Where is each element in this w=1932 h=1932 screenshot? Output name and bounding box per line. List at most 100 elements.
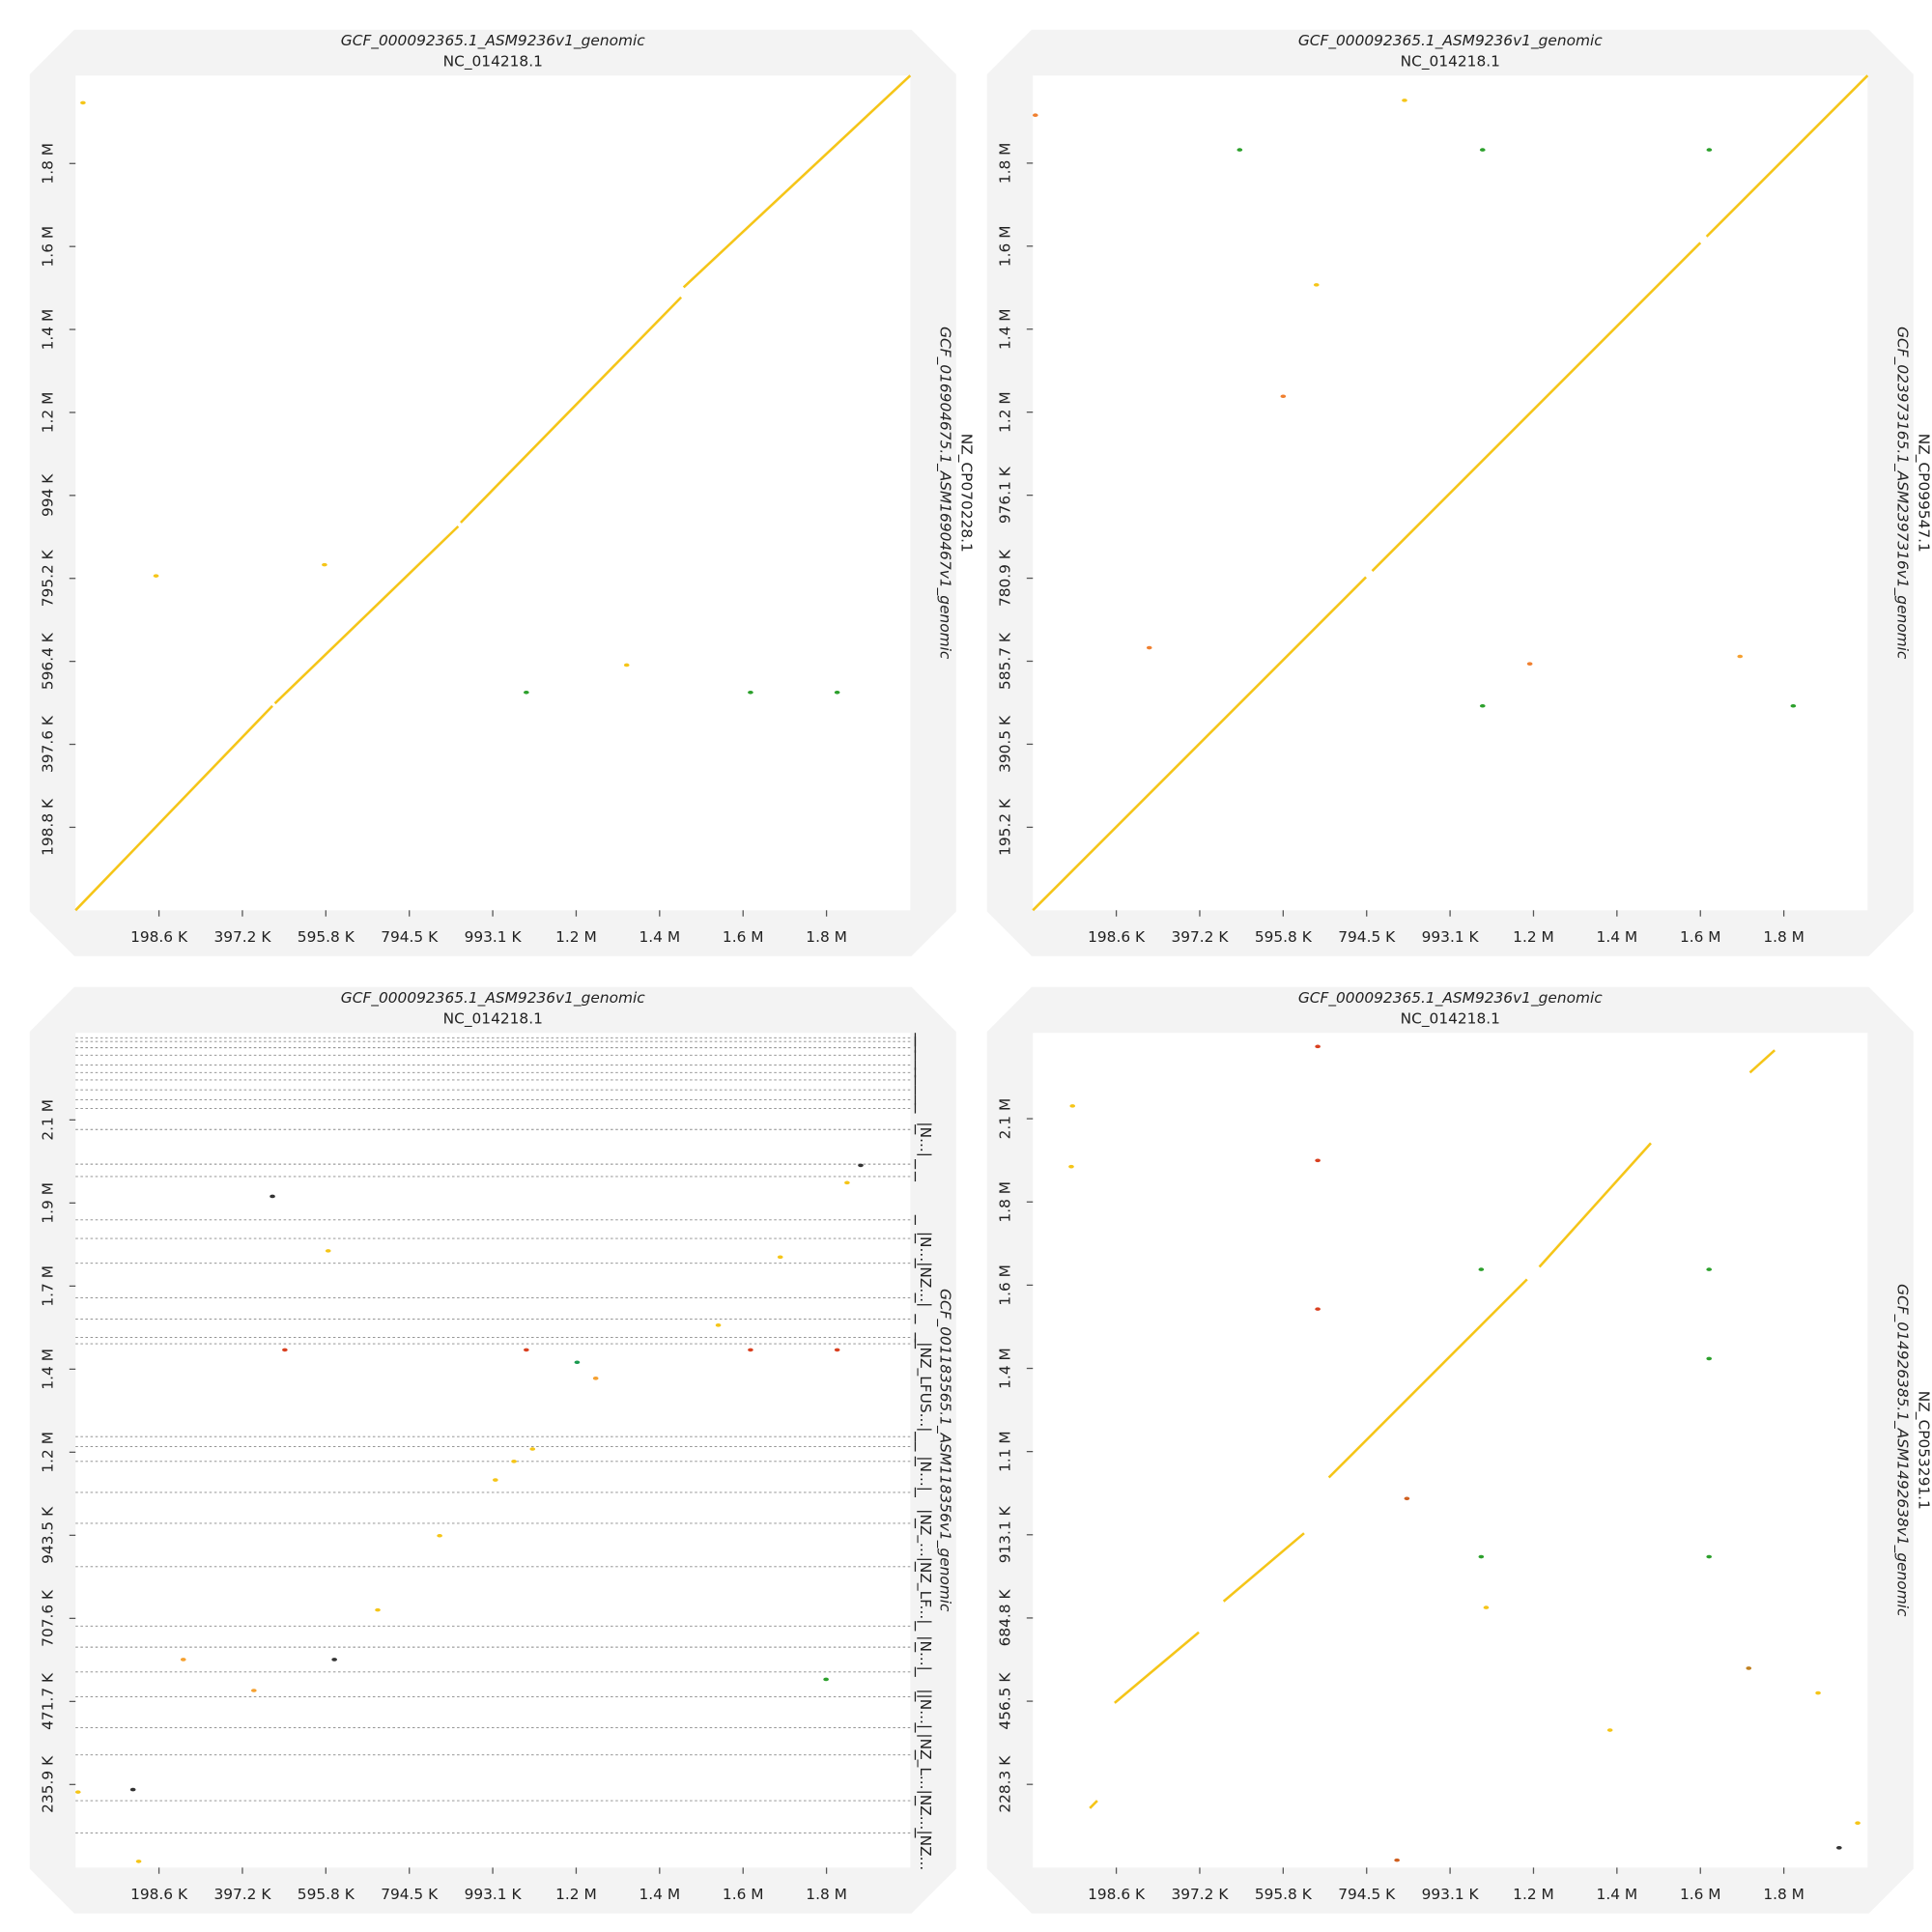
x-tick-label: 397.2 K <box>213 1886 271 1903</box>
x-subtitle: NC_014218.1 <box>443 53 543 71</box>
alignment-dot <box>1236 148 1243 152</box>
y-tick-label: 1.6 M <box>40 226 57 268</box>
y-tick-label: 684.8 K <box>997 1589 1014 1647</box>
y-tick-label: 1.8 M <box>997 143 1014 185</box>
alignment-dot <box>74 1790 81 1794</box>
y-tick-label: 2.1 M <box>997 1098 1014 1140</box>
y-tick-label: 1.4 M <box>40 1349 57 1390</box>
x-tick-label: 198.6 K <box>130 1886 188 1903</box>
alignment-dot <box>1315 1044 1321 1049</box>
x-tick-label: 1.2 M <box>555 1886 597 1903</box>
alignment-dot <box>1032 113 1038 118</box>
x-tick-label: 1.8 M <box>806 1886 847 1903</box>
x-tick-label: 993.1 K <box>1422 1886 1480 1903</box>
x-tick-label: 595.8 K <box>298 1886 355 1903</box>
plot-area <box>75 75 911 911</box>
alignment-segment <box>1748 1049 1776 1074</box>
y-tick-label: 1.2 M <box>997 391 1014 433</box>
y-tick-label: 198.8 K <box>40 798 57 856</box>
y-tick-label: 1.7 M <box>40 1265 57 1307</box>
alignment-dot <box>748 690 753 695</box>
x-subtitle: NC_014218.1 <box>1401 1010 1500 1029</box>
alignment-dot <box>1478 1267 1485 1271</box>
alignment-segment <box>273 525 460 705</box>
alignment-dot <box>282 1348 288 1352</box>
alignment-segment <box>1538 1142 1652 1268</box>
alignment-dot <box>135 1860 142 1863</box>
x-subtitle: NC_014218.1 <box>443 1010 543 1029</box>
x-tick-label: 397.2 K <box>213 928 271 946</box>
alignment-dot <box>1069 1104 1076 1108</box>
y-tick-label: 1.4 M <box>40 309 57 351</box>
alignment-dot <box>1479 148 1486 152</box>
y-subtitle: NZ_CP099547.1 <box>1915 434 1932 553</box>
alignment-dot <box>715 1323 722 1327</box>
y-tick-label: 1.1 M <box>997 1431 1014 1472</box>
y-tick-label: 195.2 K <box>997 798 1014 856</box>
x-tick-label: 1.6 M <box>723 928 764 946</box>
y-tick-label: 1.6 M <box>997 1264 1014 1306</box>
x-tick-label: 993.1 K <box>465 928 523 946</box>
x-subtitle: NC_014218.1 <box>1401 53 1500 71</box>
alignment-dot <box>511 1460 517 1463</box>
alignment-dot <box>1483 1605 1490 1609</box>
y-title: GCF_014926385.1_ASM1492638v1_genomic <box>1893 1284 1912 1617</box>
alignment-dot <box>1790 703 1797 708</box>
alignment-dot <box>1478 1554 1485 1559</box>
alignment-dot <box>325 1249 331 1253</box>
y-tick-label: 596.4 K <box>40 632 57 690</box>
x-tick-label: 1.8 M <box>1763 1886 1804 1903</box>
alignment-dot <box>1746 1666 1752 1670</box>
alignment-dot <box>1394 1858 1400 1862</box>
x-tick-label: 1.4 M <box>1597 1886 1638 1903</box>
alignment-dot <box>574 1360 581 1365</box>
alignment-dot <box>1706 1267 1713 1271</box>
alignment-dot <box>834 690 840 695</box>
alignment-segment <box>74 704 273 912</box>
y-tick-label: 1.4 M <box>997 1348 1014 1389</box>
x-title: GCF_000092365.1_ASM9236v1_genomic <box>341 32 645 50</box>
x-tick-label: 595.8 K <box>1255 1886 1313 1903</box>
alignment-dot <box>437 1533 442 1538</box>
alignment-dot <box>1315 1158 1321 1163</box>
alignment-dot <box>322 562 327 567</box>
alignment-segment <box>682 74 912 289</box>
alignment-dot <box>777 1255 783 1260</box>
alignment-dot <box>493 1478 498 1482</box>
x-tick-label: 794.5 K <box>381 928 439 946</box>
x-tick-label: 1.4 M <box>639 1886 681 1903</box>
x-tick-label: 1.4 M <box>639 928 681 946</box>
alignment-dot <box>844 1180 850 1185</box>
alignment-dot <box>180 1658 186 1662</box>
alignment-dot <box>375 1607 381 1612</box>
alignment-segment <box>1032 576 1367 912</box>
x-tick-label: 1.2 M <box>555 928 597 946</box>
contig-label: |NZ_...|NZ_LF...| <box>916 1509 934 1624</box>
y-tick-label: 1.4 M <box>997 308 1014 350</box>
panel: GCF_000092365.1_ASM9236v1_genomic NC_0142… <box>986 986 1932 1914</box>
y-tick-label: 228.3 K <box>997 1755 1014 1813</box>
plot-area <box>1033 1033 1868 1868</box>
x-tick-label: 1.6 M <box>1680 1886 1721 1903</box>
plot-area <box>75 1033 911 1868</box>
alignment-dot <box>623 663 630 668</box>
contig-label: |N...|NZ...| <box>917 1232 934 1307</box>
y-tick-label: 1.6 M <box>997 226 1014 268</box>
alignment-dot <box>1315 1307 1321 1311</box>
y-tick-label: 1.8 M <box>997 1181 1014 1223</box>
alignment-dot <box>129 1787 136 1792</box>
y-tick-label: 585.7 K <box>997 632 1014 690</box>
alignment-dot <box>80 100 86 105</box>
alignment-segment <box>1705 74 1869 238</box>
alignment-segment <box>1222 1532 1305 1603</box>
alignment-dot <box>529 1447 536 1451</box>
panel: GCF_000092365.1_ASM9236v1_genomic NC_0142… <box>29 29 975 956</box>
y-tick-label: 1.2 M <box>40 392 57 434</box>
alignment-segment <box>1371 242 1702 572</box>
alignment-dot <box>1068 1164 1074 1169</box>
y-subtitle: NZ_CP053291.1 <box>1915 1391 1932 1510</box>
x-tick-label: 198.6 K <box>1088 1886 1146 1903</box>
alignment-dot <box>1404 1496 1410 1501</box>
alignment-dot <box>331 1658 337 1662</box>
y-tick-label: 235.9 K <box>40 1755 57 1813</box>
